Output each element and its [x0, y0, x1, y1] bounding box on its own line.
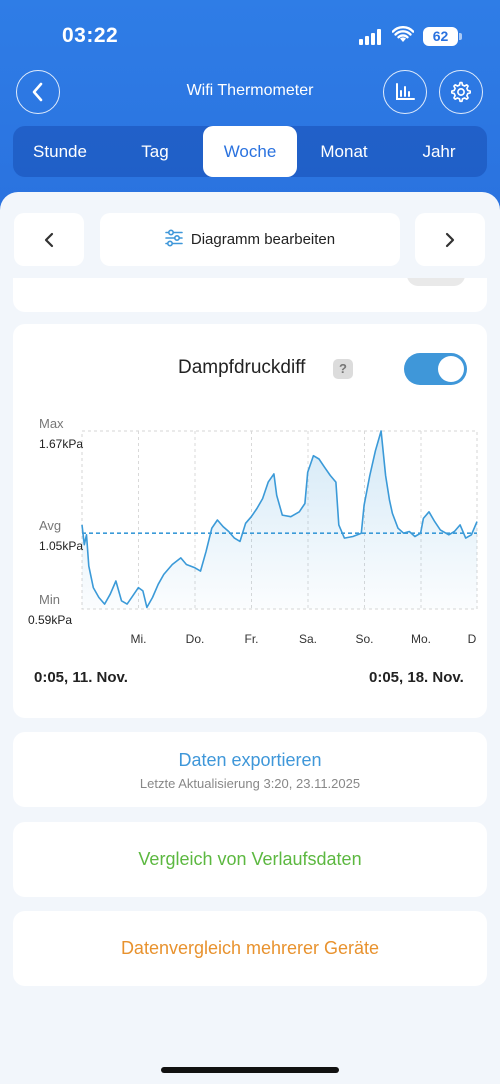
range-end: 0:05, 18. Nov.	[369, 669, 464, 686]
edit-chart-label: Diagramm bearbeiten	[190, 231, 336, 248]
chart-title: Dampfdruckdiff	[178, 357, 306, 378]
tab-monat[interactable]: Monat	[320, 142, 368, 161]
compare-history-card[interactable]: Vergleich von Verlaufsdaten	[13, 822, 487, 897]
navigation-bar: Wifi Thermometer	[0, 70, 500, 114]
chevron-right-icon	[445, 232, 455, 247]
edit-chart-button[interactable]: Diagramm bearbeiten	[100, 213, 400, 266]
chevron-left-icon	[44, 232, 54, 247]
page-title: Wifi Thermometer	[186, 82, 314, 99]
next-button[interactable]	[415, 213, 485, 266]
tab-woche[interactable]: Woche	[203, 126, 297, 177]
gear-icon	[451, 81, 471, 103]
help-icon[interactable]: ?	[333, 359, 353, 379]
chart-button[interactable]	[383, 70, 427, 114]
previous-button[interactable]	[14, 213, 84, 266]
tab-stunde[interactable]: Stunde	[33, 142, 87, 161]
range-start: 0:05, 11. Nov.	[34, 669, 128, 686]
status-bar: 03:22 62	[0, 0, 500, 70]
settings-button[interactable]	[439, 70, 483, 114]
back-button[interactable]	[16, 70, 60, 114]
toggle-knob	[438, 356, 464, 382]
battery-tip	[459, 33, 462, 40]
signal-icon	[359, 29, 383, 45]
chart-icon	[396, 83, 415, 100]
tab-jahr[interactable]: Jahr	[422, 142, 456, 161]
previous-chart-card-partial	[13, 278, 487, 312]
partial-toggle[interactable]	[407, 278, 465, 286]
battery-icon: 62	[423, 27, 458, 46]
wifi-icon	[392, 26, 414, 42]
export-label: Daten exportieren	[178, 750, 322, 770]
export-card[interactable]: Daten exportieren Letzte Aktualisierung …	[13, 732, 487, 807]
last-update-text: Letzte Aktualisierung 3:20, 23.11.2025	[139, 776, 361, 791]
chart-toggle[interactable]	[404, 353, 467, 385]
compare-devices-label: Datenvergleich mehrerer Geräte	[120, 938, 380, 958]
sliders-icon	[165, 229, 183, 247]
compare-history-label: Vergleich von Verlaufsdaten	[138, 849, 362, 869]
tab-tag[interactable]: Tag	[141, 142, 169, 161]
home-indicator	[161, 1067, 339, 1073]
status-time: 03:22	[62, 24, 119, 47]
back-icon	[32, 82, 43, 102]
compare-devices-card[interactable]: Datenvergleich mehrerer Geräte	[13, 911, 487, 986]
period-tabs: Stunde Tag Woche Monat Jahr	[13, 126, 487, 177]
